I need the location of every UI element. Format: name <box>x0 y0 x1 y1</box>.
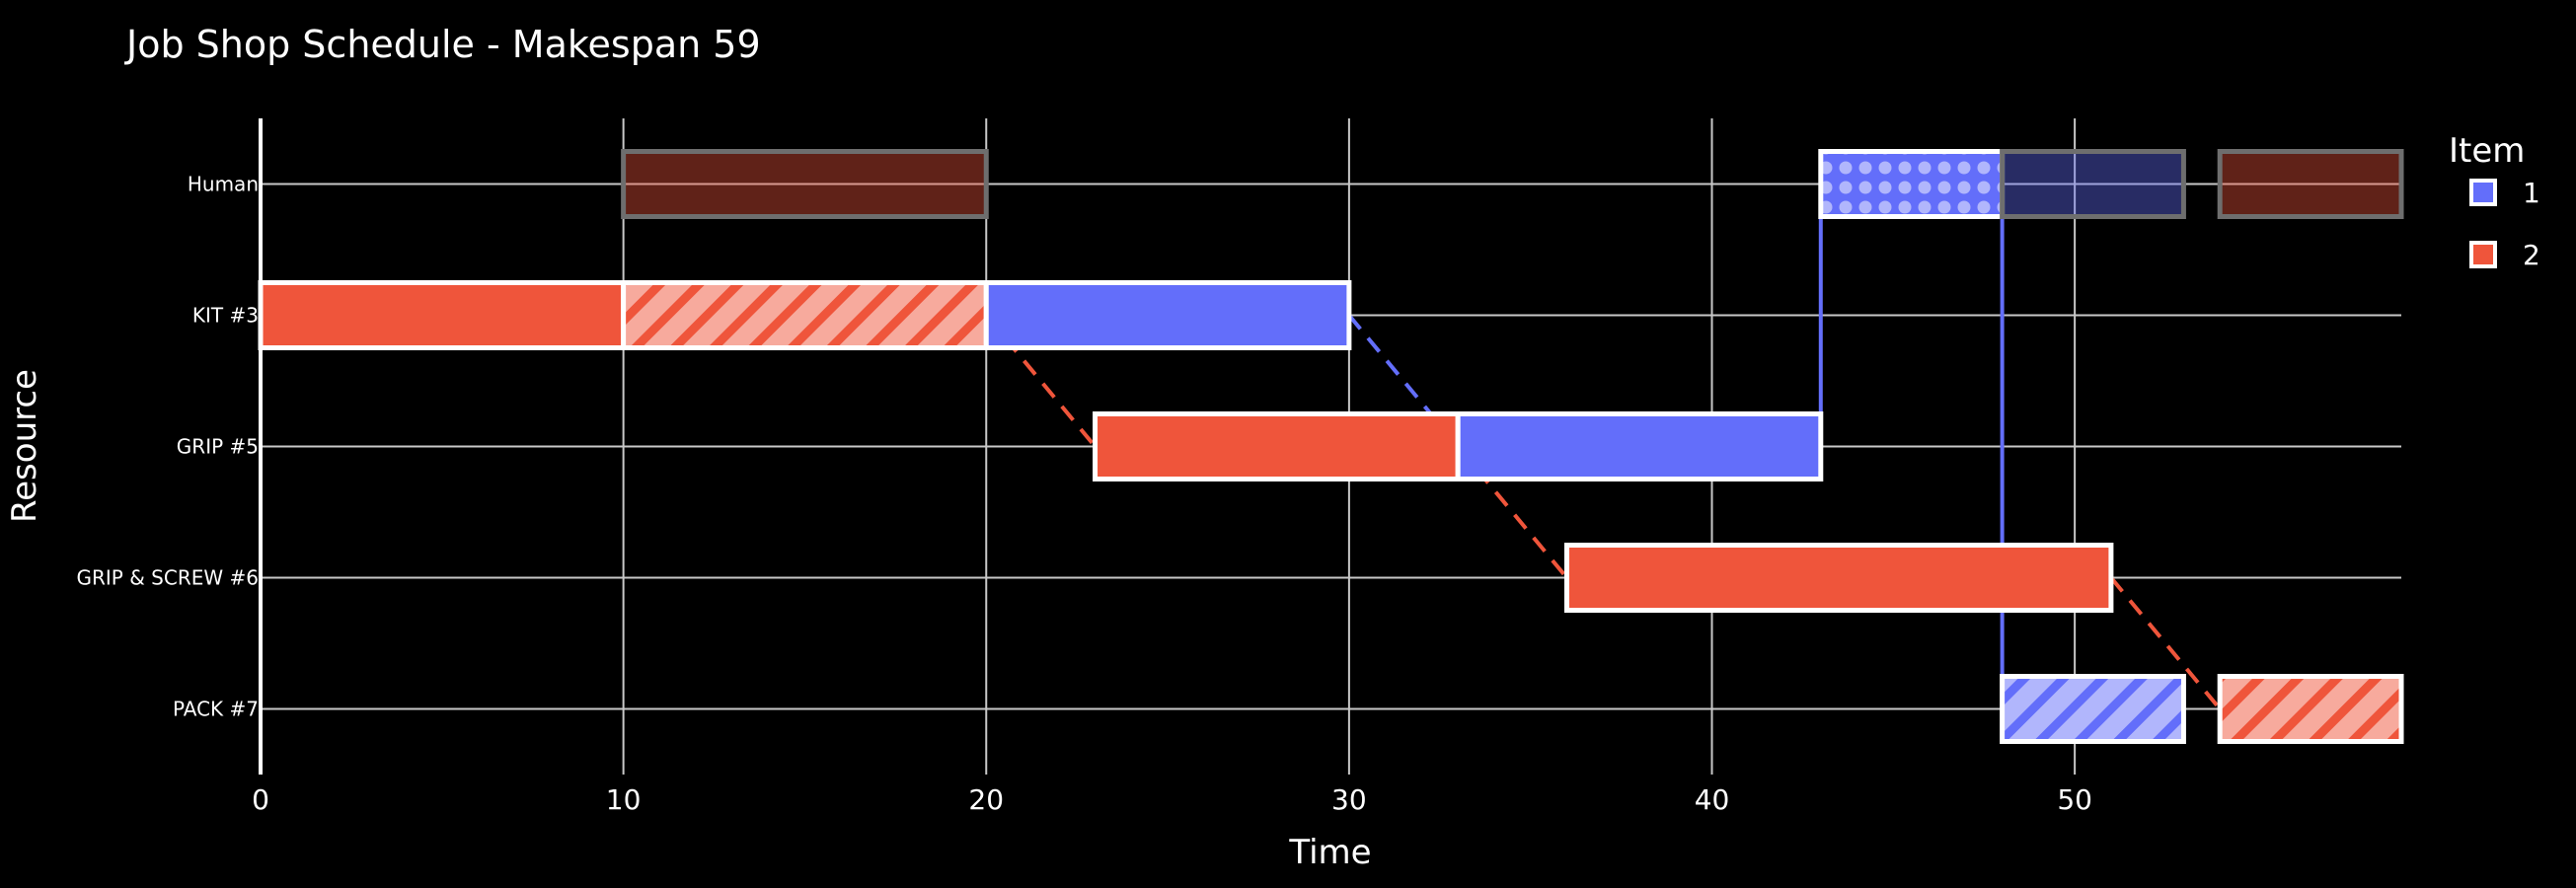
task-bar-fill <box>621 280 989 350</box>
task-bar-fill <box>2000 674 2186 744</box>
y-tick-label: PACK #7 <box>173 698 259 721</box>
task-bar-item-2-grip-5 <box>1093 411 1461 481</box>
legend-label: 1 <box>2523 177 2540 209</box>
y-tick-label: GRIP #5 <box>177 435 259 459</box>
task-bar-fill <box>983 280 1352 350</box>
task-bar-item-1-pack-7 <box>2000 674 2186 744</box>
task-bar-item-1-kit-3 <box>983 280 1352 350</box>
legend-swatch <box>2469 241 2497 268</box>
legend: Item 1 2 <box>2449 131 2540 271</box>
task-bar-fill <box>623 151 987 217</box>
legend-title: Item <box>2449 131 2525 171</box>
task-bar-item-2-kit-3 <box>258 280 627 350</box>
x-tick-label: 50 <box>2057 783 2092 816</box>
legend-swatch <box>2469 179 2497 206</box>
y-tick-labels: Human KIT #3 GRIP #5 GRIP & SCREW #6 PACK #7 <box>77 173 259 721</box>
task-bar-fill <box>1818 149 2006 219</box>
task-bar-fill <box>1455 411 1824 481</box>
y-tick-label: GRIP & SCREW #6 <box>77 566 259 590</box>
x-axis-label: Time <box>1288 833 1371 872</box>
task-bar-item-2-grip-screw-6 <box>1563 543 2114 613</box>
x-tick-label: 20 <box>968 783 1004 816</box>
task-bar-fill <box>1563 543 2114 613</box>
dependency-links <box>984 184 2222 710</box>
task-bar-item-1-human <box>1818 149 2006 219</box>
task-bar-fill <box>258 280 627 350</box>
task-bar-fill <box>2217 674 2404 744</box>
task-bar-fill <box>2002 151 2184 217</box>
task-bar-fill <box>2220 151 2401 217</box>
task-bars <box>258 149 2404 744</box>
x-tick-labels: 0 10 20 30 40 50 <box>252 783 2092 816</box>
y-tick-label: KIT #3 <box>192 304 259 328</box>
x-tick-label: 0 <box>252 783 269 816</box>
task-bar-outline <box>2000 149 2186 219</box>
x-tick-label: 40 <box>1695 783 1730 816</box>
y-axis-label: Resource <box>5 369 44 523</box>
task-bar-item-2-human <box>2217 149 2404 219</box>
x-tick-label: 30 <box>1331 783 1367 816</box>
task-bar-item-1-grip-5 <box>1455 411 1824 481</box>
task-bar-item-2-kit-3 <box>621 280 989 350</box>
task-bar-outline <box>621 149 989 219</box>
task-bar-item-2-human <box>621 149 989 219</box>
task-bar-item-2-pack-7 <box>2217 674 2404 744</box>
legend-label: 2 <box>2523 239 2540 271</box>
task-bar-fill <box>1093 411 1461 481</box>
task-bar-outline <box>2217 149 2404 219</box>
legend-entry-item-2: 2 <box>2469 239 2540 271</box>
chart-title: Job Shop Schedule - Makespan 59 <box>124 23 761 66</box>
legend-entry-item-1: 1 <box>2469 177 2540 209</box>
y-tick-label: Human <box>188 173 259 196</box>
x-tick-label: 10 <box>606 783 642 816</box>
task-bar-item-1-human <box>2000 149 2186 219</box>
